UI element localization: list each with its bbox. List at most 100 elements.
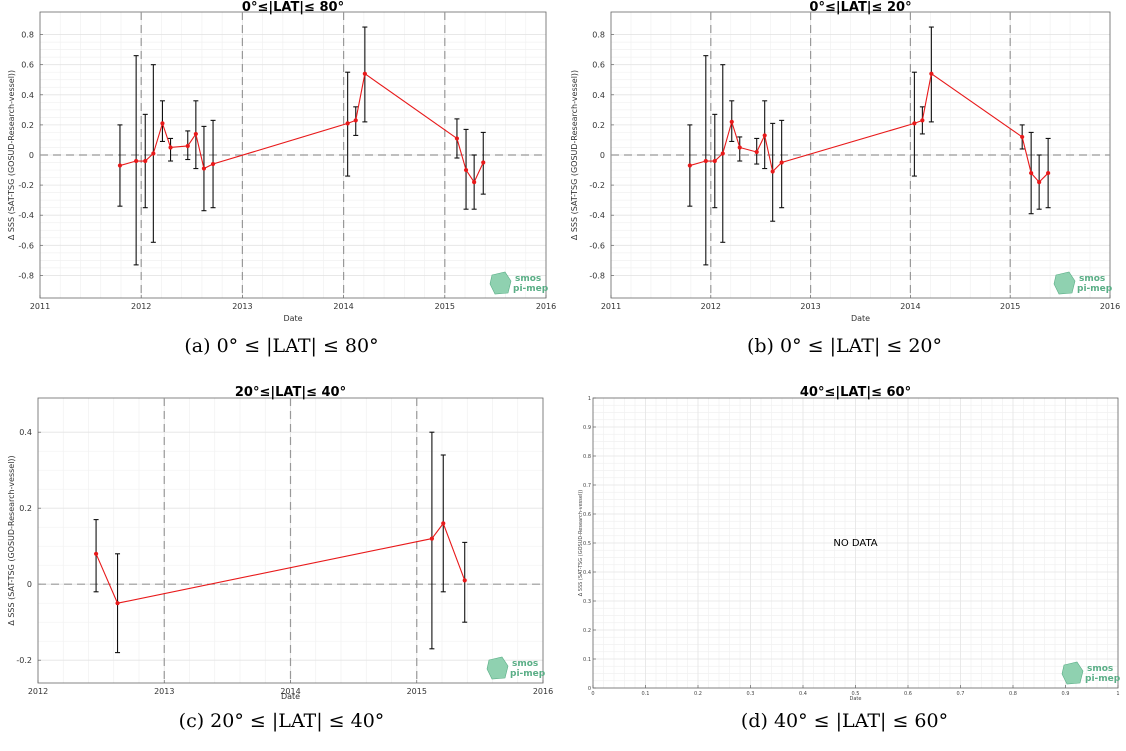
- y-tick-label: -0.8: [18, 271, 34, 280]
- y-tick-label: 0.7: [583, 483, 591, 489]
- y-tick-label: -0.2: [18, 181, 34, 190]
- y-tick-label: 0.8: [21, 31, 34, 40]
- chart-title: 40°≤|LAT|≤ 60°: [800, 385, 911, 400]
- logo-text-bottom: pi-mep: [1085, 674, 1121, 684]
- data-point: [472, 179, 477, 185]
- x-tick-label: 0.7: [957, 691, 965, 697]
- logo-text-top: smos: [1079, 274, 1105, 284]
- x-tick-label: 2011: [601, 302, 621, 311]
- panel-c: 2012 2013 2014 2015 2016 -0.2 0 0.2 0.4 20°≤|LAT|…: [0, 376, 563, 751]
- data-point: [143, 158, 148, 164]
- data-point: [193, 131, 198, 137]
- chart-svg-d: 0 0.1 0.2 0.3 0.4 0.5 0.6 0.7 0.8 0.9 1 0 0.1 0.2 0.3 0…: [578, 385, 1121, 702]
- series-line: [119, 72, 484, 184]
- y-tick-label: 0.9: [583, 425, 591, 431]
- x-tick-label: 2016: [1100, 302, 1120, 311]
- logo-text-top: smos: [512, 659, 538, 669]
- y-tick-label: 0.1: [583, 657, 591, 663]
- data-point: [362, 71, 367, 76]
- data-point: [737, 145, 742, 150]
- series-line: [689, 72, 1049, 183]
- x-tick-label: 0.6: [904, 691, 912, 697]
- data-point: [1037, 179, 1042, 185]
- y-tick-label: 0.2: [583, 628, 591, 634]
- y-tick-label: 0: [600, 151, 605, 160]
- data-point: [1029, 170, 1034, 176]
- caption-a: (a) 0° ≤ |LAT| ≤ 80°: [184, 335, 379, 357]
- logo-icon: [1061, 661, 1084, 685]
- x-tick-label: 2013: [154, 687, 174, 696]
- data-point: [185, 143, 190, 149]
- y-axis-label: Δ SSS (SAT-TSG (GOSUD-Research-vessel)): [7, 455, 16, 625]
- data-point: [441, 521, 446, 526]
- chart-title: 0°≤|LAT|≤ 20°: [809, 0, 911, 15]
- caption-b: (b) 0° ≤ |LAT| ≤ 20°: [746, 335, 943, 357]
- data-point: [168, 145, 173, 150]
- chart-svg-c: 2012 2013 2014 2015 2016 -0.2 0 0.2 0.4 20°≤|LAT|…: [7, 385, 553, 701]
- series-line: [95, 522, 466, 604]
- x-tick-label: 2013: [800, 302, 820, 311]
- logo-icon: [489, 271, 512, 295]
- x-tick-label: 2013: [232, 302, 252, 311]
- x-tick-label: 0.5: [852, 691, 860, 697]
- logo-text-bottom: pi-mep: [513, 284, 549, 294]
- data-point: [779, 160, 784, 165]
- x-axis-label: Date: [851, 314, 870, 323]
- y-tick-label: 0.4: [583, 570, 591, 576]
- data-point: [912, 121, 917, 126]
- data-point: [481, 160, 486, 165]
- x-tick-label: 2014: [900, 302, 920, 311]
- data-point: [770, 169, 775, 174]
- x-axis-label: Date: [281, 692, 300, 701]
- y-tick-label: 0.4: [21, 91, 34, 100]
- x-tick-label: 2015: [1000, 302, 1020, 311]
- x-tick-label: 1: [1116, 691, 1119, 697]
- y-tick-label: 0.6: [583, 512, 591, 518]
- chart-svg-a: 2011 2012 2013 2014 2015 2016 -0.8 -0.6 -0.4 -0.2…: [7, 0, 556, 323]
- x-tick-label: 2016: [536, 302, 556, 311]
- data-point: [151, 151, 156, 156]
- y-axis-label: Δ SSS (SAT-TSG (GOSUD-Research-vessel)): [7, 70, 16, 240]
- data-point: [134, 158, 139, 164]
- x-tick-label: 0.3: [747, 691, 755, 697]
- data-point: [115, 601, 120, 606]
- y-tick-label: -0.4: [589, 211, 605, 220]
- y-tick-label: -0.2: [589, 181, 605, 190]
- data-point: [712, 158, 717, 164]
- data-point: [762, 133, 767, 138]
- logo-text-bottom: pi-mep: [510, 669, 546, 679]
- y-tick-label: 0: [29, 151, 34, 160]
- y-tick-label: -0.8: [589, 271, 605, 280]
- grid-lines: [39, 12, 547, 298]
- chart-svg-b: 2011 2012 2013 2014 2015 2016 -0.8 -0.6 -0.4 -0.2…: [570, 0, 1120, 323]
- x-tick-label: 2015: [435, 302, 455, 311]
- y-tick-label: -0.6: [18, 241, 34, 250]
- y-axis-label: Δ SSS (SAT-TSG (GOSUD-Research-vessel)): [570, 70, 579, 240]
- data-point: [1020, 134, 1025, 140]
- x-tick-label: 2015: [407, 687, 427, 696]
- y-tick-label: 0.4: [19, 428, 32, 437]
- data-point: [462, 578, 467, 583]
- data-point: [210, 161, 216, 167]
- y-tick-label: 0: [588, 686, 591, 692]
- y-tick-label: 0.8: [583, 454, 591, 460]
- y-tick-label: 0.3: [583, 599, 591, 605]
- data-point: [93, 551, 99, 556]
- no-data-annotation: NO DATA: [833, 538, 877, 549]
- y-tick-label: 1: [588, 396, 591, 402]
- y-tick-label: 0: [27, 580, 32, 589]
- data-point: [429, 536, 434, 541]
- y-tick-label: -0.6: [589, 241, 605, 250]
- y-tick-label: 0.6: [592, 61, 605, 70]
- data-point: [1046, 170, 1051, 176]
- chart-title: 0°≤|LAT|≤ 80°: [242, 0, 344, 15]
- y-tick-label: -0.4: [18, 211, 34, 220]
- panel-b: 2011 2012 2013 2014 2015 2016 -0.8 -0.6 -0.4 -0.2…: [563, 0, 1126, 376]
- y-tick-label: -0.2: [16, 656, 32, 665]
- y-tick-label: 0.4: [592, 91, 605, 100]
- x-tick-label: 2012: [28, 687, 48, 696]
- y-tick-label: 0.2: [21, 121, 34, 130]
- x-tick-label: 2016: [533, 687, 553, 696]
